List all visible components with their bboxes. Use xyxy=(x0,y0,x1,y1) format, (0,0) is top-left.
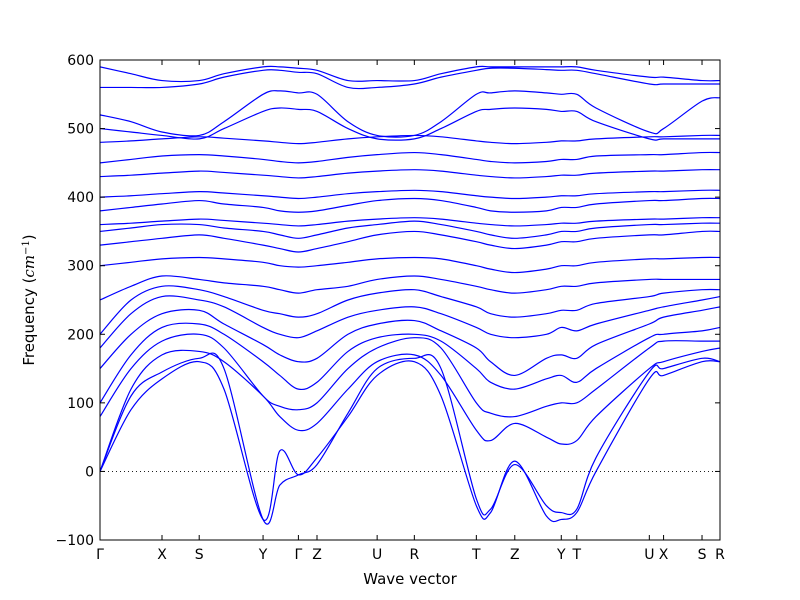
x-axis-label: Wave vector xyxy=(363,570,457,588)
phonon-band-16 xyxy=(100,169,720,179)
phonon-band-9 xyxy=(100,275,720,301)
y-tick-label: 100 xyxy=(67,396,94,412)
phonon-band-11 xyxy=(100,230,720,253)
y-tick-label: 200 xyxy=(67,327,94,343)
phonon-band-2 xyxy=(100,352,720,525)
phonon-band-22 xyxy=(100,65,720,83)
phonon-band-5 xyxy=(100,322,720,404)
plot-area xyxy=(100,65,720,525)
phonon-band-1 xyxy=(100,360,720,523)
phonon-band-17 xyxy=(100,151,720,164)
phonon-band-3 xyxy=(100,347,720,472)
y-tick-label: 600 xyxy=(67,53,94,69)
x-tick-label: X xyxy=(157,547,167,563)
x-tick-label: S xyxy=(698,547,707,563)
phonon-band-19 xyxy=(100,107,720,141)
y-axis-label-close: ) xyxy=(20,234,38,240)
phonon-band-20 xyxy=(100,90,720,138)
y-axis-label: Frequency (cm−1) xyxy=(20,234,38,365)
x-tick-label: S xyxy=(195,547,204,563)
y-axis: −100 0 100 200 300 400 500 600 xyxy=(56,53,720,549)
phonon-band-6 xyxy=(100,306,720,377)
y-tick-label: 500 xyxy=(67,122,94,138)
y-axis-label-main: Frequency ( xyxy=(20,278,38,366)
x-tick-label: T xyxy=(471,547,481,563)
phonon-band-7 xyxy=(100,295,720,349)
x-tick-label: U xyxy=(372,547,382,563)
x-tick-label: U xyxy=(644,547,654,563)
x-tick-label: Z xyxy=(312,547,322,563)
x-tick-label: R xyxy=(409,547,419,563)
phonon-band-4 xyxy=(100,333,720,418)
x-tick-label: Z xyxy=(510,547,520,563)
y-tick-label: 400 xyxy=(67,190,94,206)
y-axis-label-exponent: −1 xyxy=(21,240,32,255)
x-tick-label: Y xyxy=(258,547,268,563)
plot-frame xyxy=(99,59,721,541)
phonon-band-15 xyxy=(100,189,720,200)
phonon-band-14 xyxy=(100,197,720,213)
x-tick-label: Y xyxy=(556,547,566,563)
phonon-band-12 xyxy=(100,220,720,239)
phonon-band-18 xyxy=(100,134,720,145)
phonon-band-21 xyxy=(100,67,720,90)
x-tick-label: Γ xyxy=(294,547,302,563)
phonon-band-13 xyxy=(100,217,720,227)
y-axis-label-unit: cm xyxy=(20,255,38,278)
phonon-band-10 xyxy=(100,256,720,274)
x-tick-label: X xyxy=(659,547,669,563)
x-tick-label: T xyxy=(571,547,581,563)
x-tick-label: Γ xyxy=(96,547,104,563)
x-tick-label: R xyxy=(715,547,725,563)
y-tick-label: −100 xyxy=(56,533,94,549)
phonon-band-8 xyxy=(100,285,720,335)
y-tick-label: 0 xyxy=(85,464,94,480)
y-tick-label: 300 xyxy=(67,259,94,275)
